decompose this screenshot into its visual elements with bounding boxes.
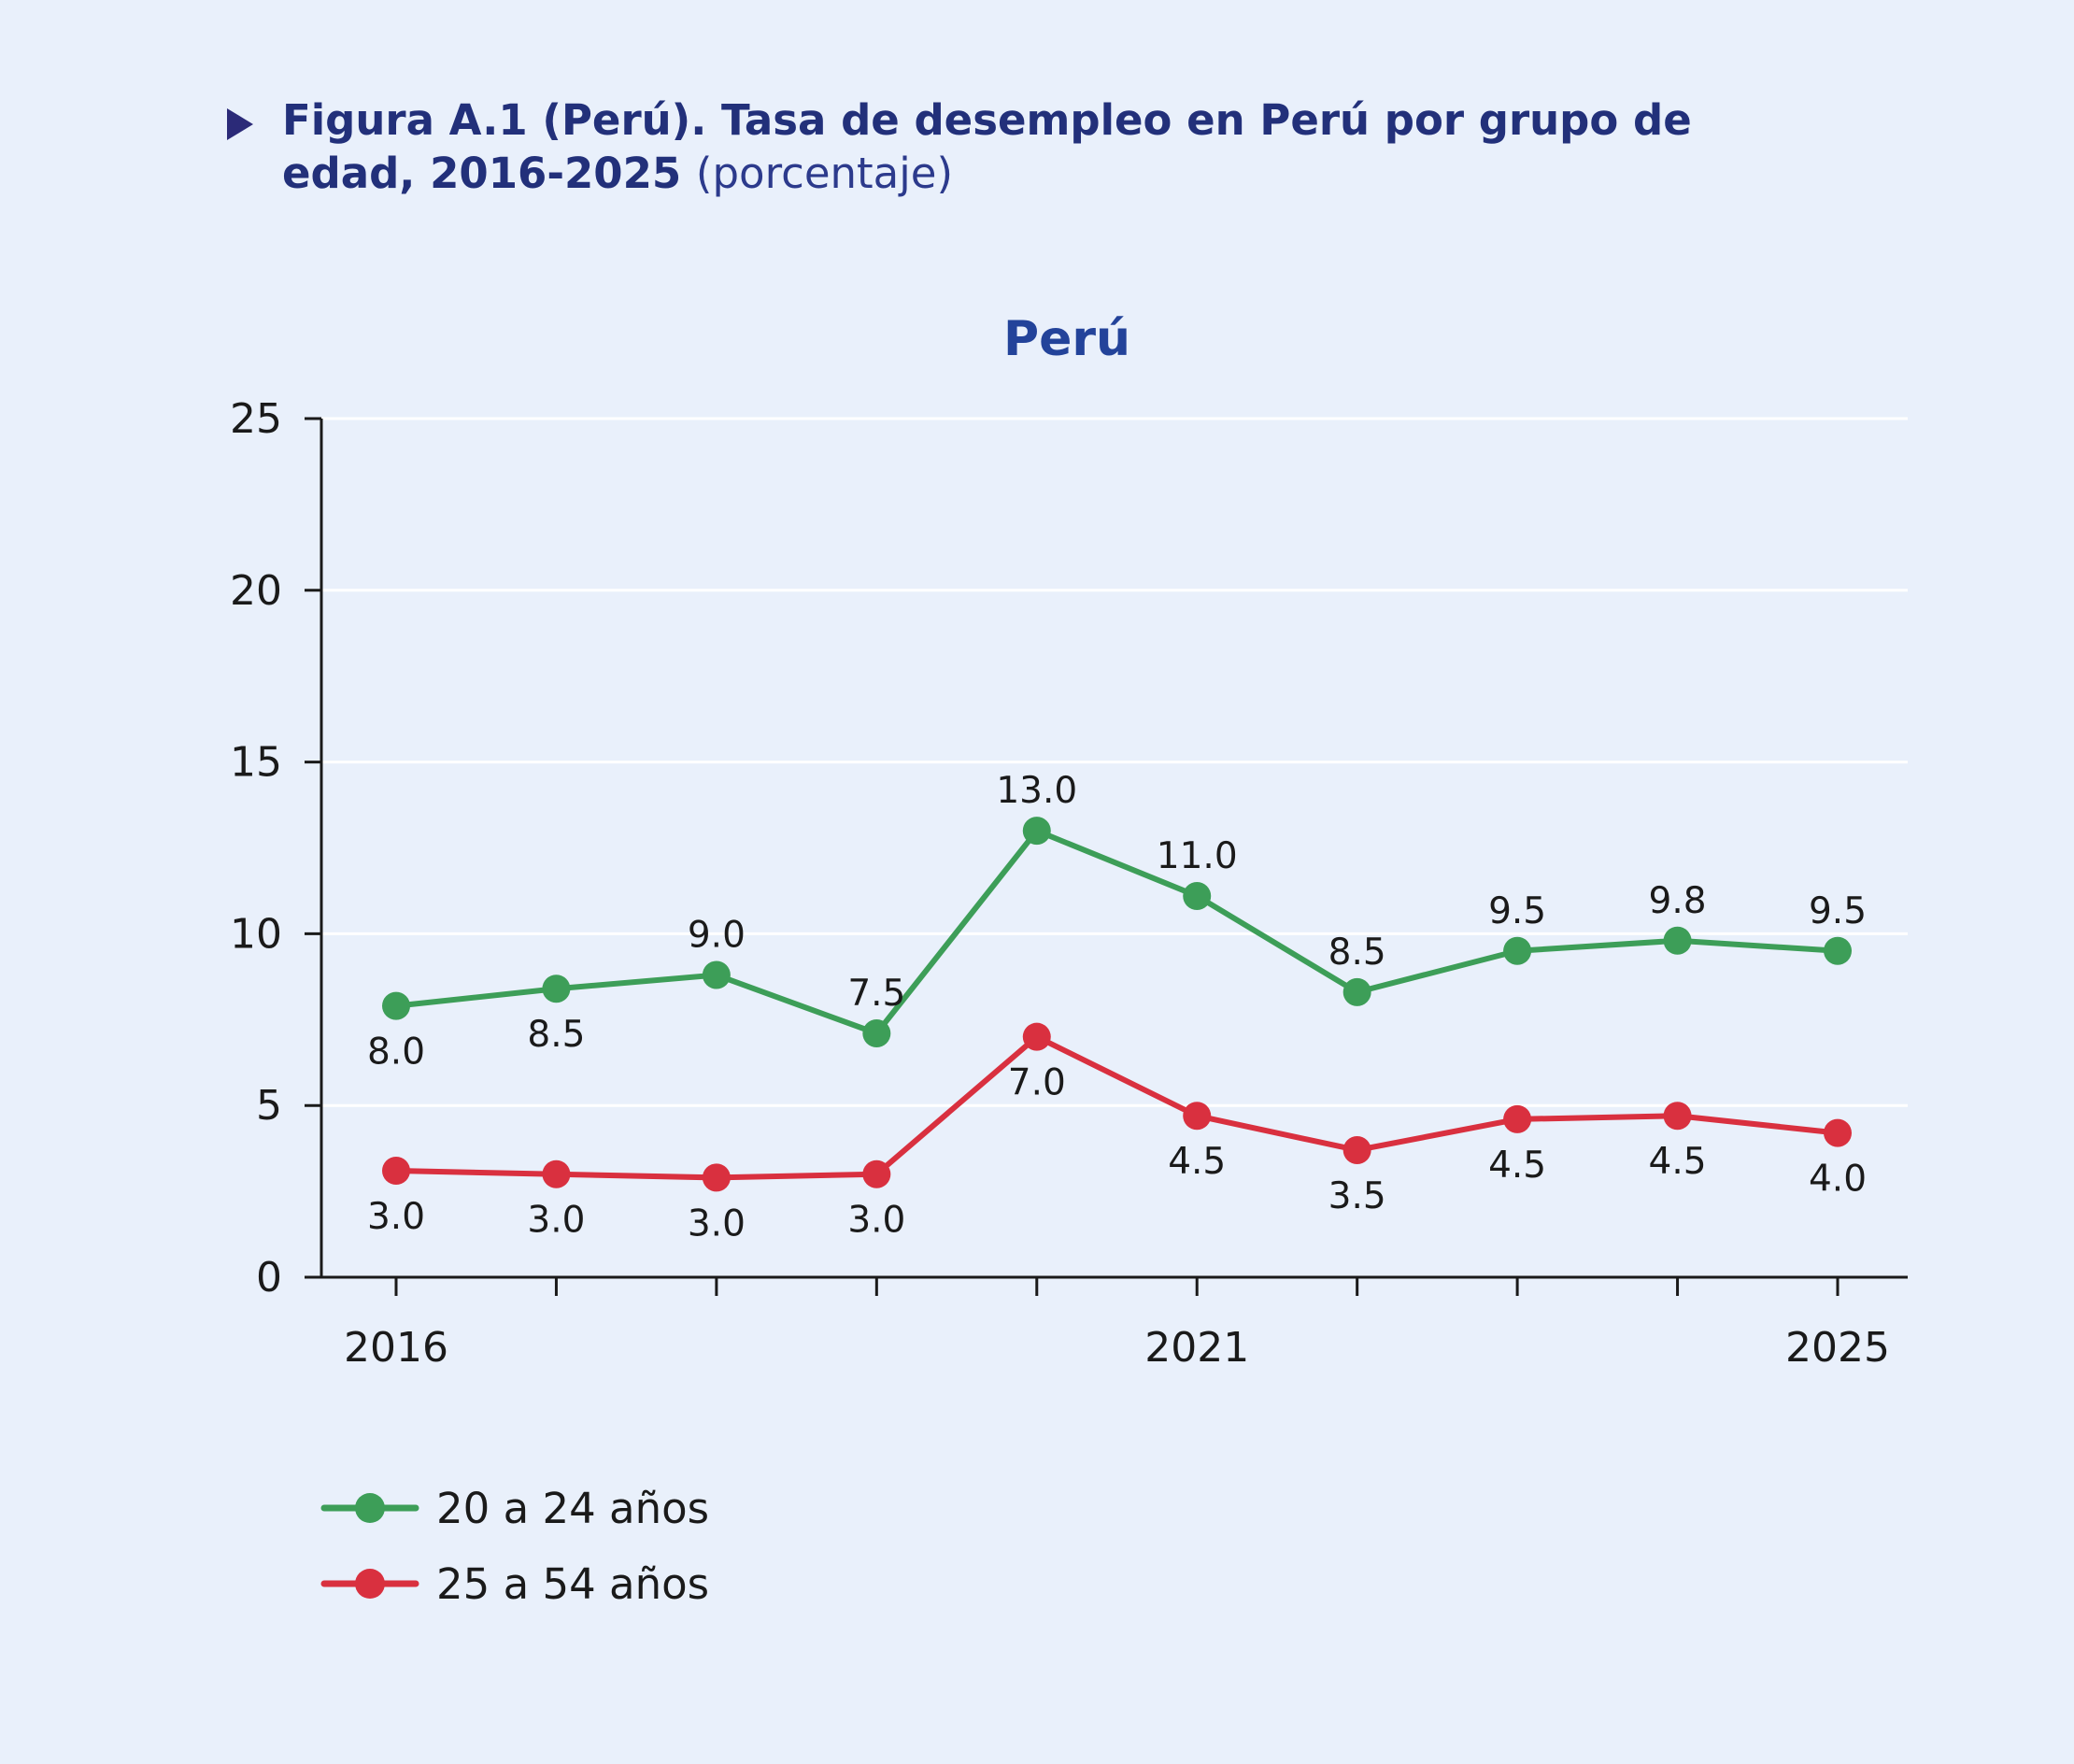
data-label: 3.0 — [847, 1200, 905, 1242]
data-label: 9.5 — [1488, 890, 1546, 932]
series-line — [393, 828, 1840, 1037]
figure-title: Figura A.1 (Perú). Tasa de desempleo en … — [282, 93, 1815, 200]
y-tick-label: 10 — [230, 910, 282, 958]
data-point — [702, 1163, 731, 1192]
legend: 20 a 24 años 25 a 54 años — [320, 1484, 709, 1609]
data-point — [1503, 936, 1532, 965]
data-label: 9.5 — [1809, 890, 1867, 932]
x-tick-label: 2025 — [1785, 1324, 1890, 1372]
data-label: 8.0 — [367, 1031, 425, 1074]
data-point — [862, 1019, 891, 1048]
y-tick-label: 5 — [256, 1082, 282, 1130]
data-point — [1183, 881, 1212, 910]
data-point — [1824, 936, 1852, 965]
data-point — [1342, 1135, 1371, 1164]
data-point — [1342, 977, 1371, 1006]
legend-label: 25 a 54 años — [436, 1559, 709, 1609]
y-tick-label: 20 — [230, 567, 282, 615]
data-label: 13.0 — [996, 770, 1077, 812]
y-tick-label: 25 — [230, 395, 282, 443]
figure-title-bold: Figura A.1 (Perú). Tasa de desempleo en … — [282, 95, 1692, 198]
data-point — [1824, 1118, 1852, 1147]
data-label: 8.5 — [527, 1014, 585, 1056]
data-point — [702, 960, 731, 989]
data-point — [1183, 1102, 1212, 1131]
data-point — [1022, 1022, 1051, 1051]
y-tick-label: 0 — [256, 1254, 282, 1302]
data-point — [1503, 1104, 1532, 1133]
data-point — [1663, 1102, 1692, 1131]
data-point — [1663, 926, 1692, 955]
data-label: 4.5 — [1168, 1141, 1226, 1183]
data-label: 7.5 — [847, 973, 905, 1015]
data-label: 4.5 — [1649, 1141, 1707, 1183]
legend-label: 20 a 24 años — [436, 1484, 709, 1533]
y-tick-label: 15 — [230, 739, 282, 787]
data-label: 7.0 — [1008, 1062, 1066, 1104]
data-label: 9.0 — [688, 915, 746, 957]
x-tick-label: 2016 — [344, 1324, 448, 1372]
data-point — [542, 974, 571, 1003]
data-label: 3.0 — [527, 1200, 585, 1242]
x-tick-label: 2021 — [1144, 1324, 1249, 1372]
series-lines — [382, 817, 1852, 1192]
triangle-marker-icon — [227, 108, 253, 140]
legend-swatch-marker — [355, 1569, 385, 1599]
data-point — [542, 1159, 571, 1188]
data-point — [382, 1157, 410, 1186]
data-label: 4.5 — [1488, 1145, 1546, 1187]
grid-lines — [321, 417, 1908, 1107]
figure-heading: Figura A.1 (Perú). Tasa de desempleo en … — [227, 93, 1815, 200]
data-label: 11.0 — [1157, 835, 1238, 877]
chart-title: Perú — [1003, 311, 1130, 367]
data-label: 9.8 — [1649, 880, 1707, 922]
series-line — [393, 1033, 1840, 1181]
data-label: 3.0 — [688, 1202, 746, 1245]
data-label: 3.5 — [1328, 1175, 1386, 1217]
data-label: 4.0 — [1809, 1159, 1867, 1201]
data-labels: 8.0 8.5 9.0 7.5 13.0 11.0 8.5 9.5 9.8 9.5 3.0 3.0 3.… — [367, 770, 1867, 1245]
data-label: 3.0 — [367, 1196, 425, 1238]
legend-swatch-marker — [355, 1493, 385, 1523]
figure-title-unit: (porcentaje) — [695, 149, 953, 198]
data-point — [382, 991, 410, 1020]
data-label: 8.5 — [1328, 932, 1386, 974]
data-point — [862, 1159, 891, 1188]
data-point — [1022, 817, 1051, 846]
